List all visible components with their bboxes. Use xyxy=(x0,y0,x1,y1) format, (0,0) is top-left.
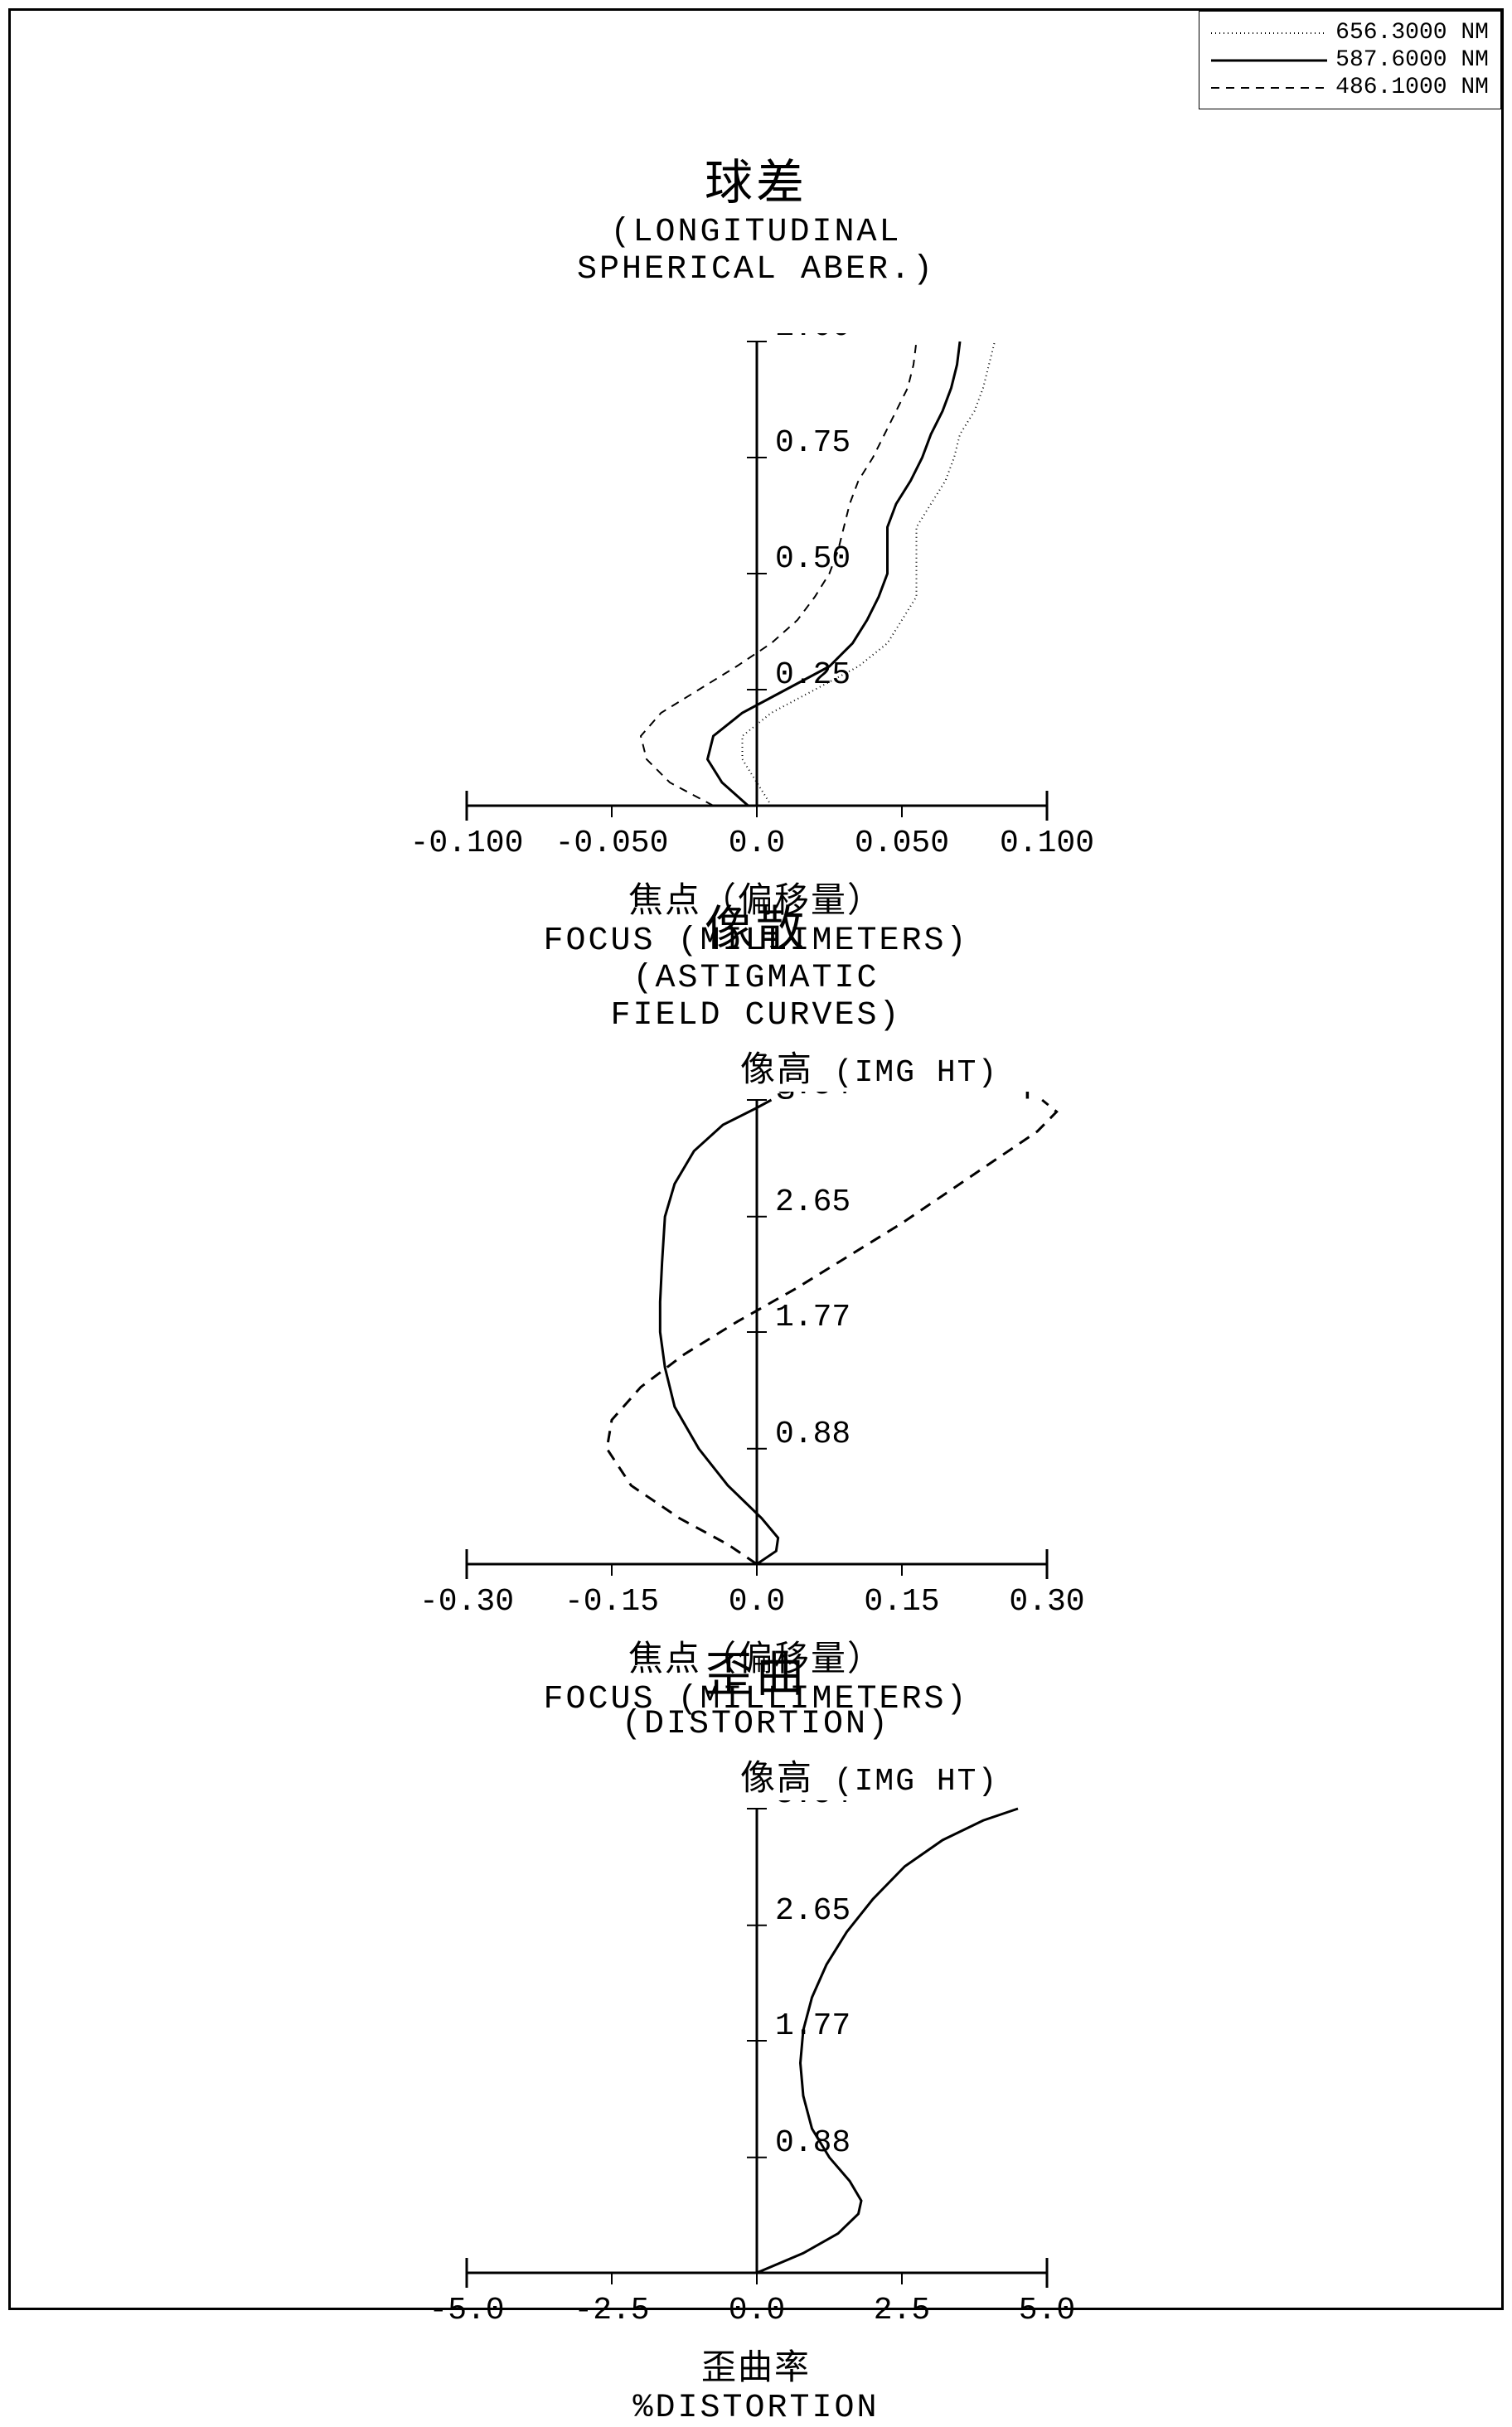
legend-swatch xyxy=(1211,52,1327,69)
legend-label: 486.1000 NM xyxy=(1335,75,1489,100)
x-tick-label: 0.15 xyxy=(864,1584,939,1620)
legend-swatch xyxy=(1211,80,1327,96)
chart-spherical: 球差(LONGITUDINAL SPHERICAL ABER.) -0.100 -0… xyxy=(61,143,1451,960)
series-label: T xyxy=(1018,1092,1037,1108)
chart-plot: -0.100-0.0500.00.0500.1000.250.500.751.0… xyxy=(61,333,1453,872)
legend: 656.3000 NM587.6000 NM486.1000 NM xyxy=(1199,11,1501,109)
chart-plot: -0.30-0.150.00.150.300.881.772.653.54ST xyxy=(61,1092,1453,1630)
y-tick-label: 2.65 xyxy=(775,1893,850,1929)
chart-title-en: (DISTORTION) xyxy=(61,1706,1451,1743)
x-tick-label: -0.15 xyxy=(565,1584,659,1620)
x-tick-label: 2.5 xyxy=(874,2293,930,2328)
x-axis-label-en: %DISTORTION xyxy=(61,2390,1451,2427)
chart-astigmatic: 像散(ASTIGMATIC FIELD CURVES)像高 (IMG HT)-0… xyxy=(61,889,1451,1718)
y-axis-label: 像高 (IMG HT) xyxy=(740,1750,1512,1800)
x-tick-label: -5.0 xyxy=(429,2293,504,2328)
x-tick-label: 0.0 xyxy=(729,826,785,861)
outer-frame: 656.3000 NM587.6000 NM486.1000 NM 球差(LON… xyxy=(8,8,1504,2310)
y-tick-label: 2.65 xyxy=(775,1184,850,1220)
x-tick-label: 0.0 xyxy=(729,2293,785,2328)
x-tick-label: -0.050 xyxy=(555,826,669,861)
legend-label: 587.6000 NM xyxy=(1335,47,1489,73)
chart-title-en: (LONGITUDINAL SPHERICAL ABER.) xyxy=(61,214,1451,288)
x-tick-label: -2.5 xyxy=(574,2293,649,2328)
y-tick-label: 0.50 xyxy=(775,541,850,577)
x-tick-label: -0.100 xyxy=(410,826,524,861)
y-tick-label: 1.00 xyxy=(775,333,850,345)
y-tick-label: 3.54 xyxy=(775,1800,850,1812)
y-tick-label: 1.77 xyxy=(775,1300,850,1335)
chart-title-en: (ASTIGMATIC FIELD CURVES) xyxy=(61,960,1451,1034)
y-tick-label: 0.88 xyxy=(775,1417,850,1452)
y-tick-label: 1.77 xyxy=(775,2008,850,2044)
chart-plot: -5.0-2.50.02.55.00.881.772.653.54 xyxy=(61,1800,1453,2339)
x-axis-label-cn: 歪曲率 xyxy=(61,2339,1451,2390)
legend-row: 587.6000 NM xyxy=(1211,47,1489,73)
x-tick-label: 0.0 xyxy=(729,1584,785,1620)
chart-title-cn: 像散 xyxy=(61,889,1451,960)
legend-label: 656.3000 NM xyxy=(1335,20,1489,46)
x-tick-label: 0.30 xyxy=(1009,1584,1084,1620)
chart-title-cn: 球差 xyxy=(61,143,1451,214)
x-tick-label: 0.100 xyxy=(1000,826,1094,861)
x-tick-label: 5.0 xyxy=(1019,2293,1075,2328)
x-tick-label: 0.050 xyxy=(855,826,949,861)
chart-title-cn: 歪曲 xyxy=(61,1635,1451,1706)
legend-swatch xyxy=(1211,25,1327,41)
series-label: S xyxy=(776,1092,795,1108)
chart-distortion: 歪曲(DISTORTION)像高 (IMG HT)-5.0-2.50.02.55… xyxy=(61,1635,1451,2427)
legend-row: 486.1000 NM xyxy=(1211,75,1489,100)
y-axis-label: 像高 (IMG HT) xyxy=(740,1041,1512,1092)
y-tick-label: 0.75 xyxy=(775,425,850,461)
legend-row: 656.3000 NM xyxy=(1211,20,1489,46)
x-tick-label: -0.30 xyxy=(419,1584,514,1620)
